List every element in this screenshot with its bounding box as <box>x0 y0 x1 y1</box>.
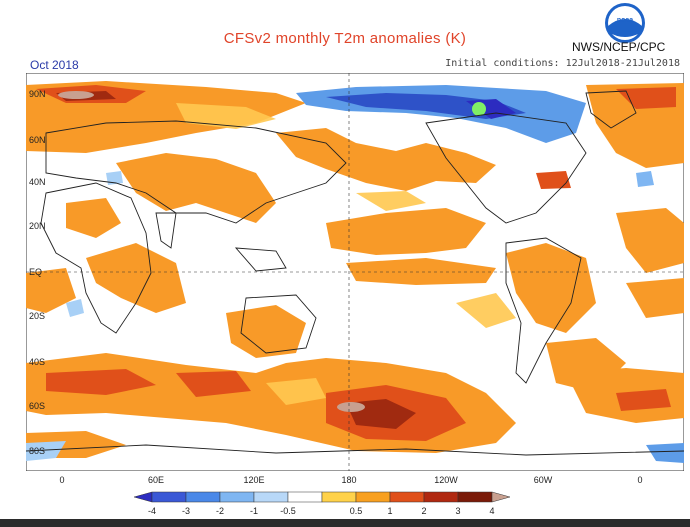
colorbar-label: 4 <box>489 506 494 516</box>
colorbar-arrow-left <box>133 491 153 503</box>
colorbar-cell <box>321 491 357 503</box>
colorbar-label: -1 <box>250 506 258 516</box>
lon-label: 60E <box>148 475 164 485</box>
lon-label: 120E <box>243 475 264 485</box>
lat-label: 80S <box>29 446 45 456</box>
colorbar-cell <box>151 491 187 503</box>
colorbar-cell <box>185 491 221 503</box>
map-title: CFSv2 monthly T2m anomalies (K) <box>223 30 467 47</box>
lat-label: EQ <box>29 267 42 277</box>
lon-label: 120W <box>434 475 458 485</box>
lat-label: 40S <box>29 357 45 367</box>
initial-conditions: Initial conditions: 12Jul2018-21Jul2018 <box>445 58 680 69</box>
colorbar-cell <box>219 491 255 503</box>
continent-outlines <box>26 90 684 456</box>
noaa-logo-icon: noaa <box>605 3 645 43</box>
lat-label: 20N <box>29 221 46 231</box>
colorbar-label: -0.5 <box>280 506 296 516</box>
svg-text:noaa: noaa <box>617 17 633 24</box>
lat-label: 60N <box>29 135 46 145</box>
light-warm-regions <box>176 103 516 405</box>
colorbar-label: 3 <box>455 506 460 516</box>
lat-label: 40N <box>29 177 46 187</box>
extreme-warm-spot <box>337 402 365 412</box>
colorbar-cell <box>287 491 323 503</box>
lat-label: 90N <box>29 89 46 99</box>
lon-label: 0 <box>637 475 642 485</box>
lon-label: 180 <box>341 475 356 485</box>
latitude-labels: 90N 60N 40N 20N EQ 20S 40S 60S 80S <box>29 89 46 456</box>
colorbar-label: -3 <box>182 506 190 516</box>
forecast-month: Oct 2018 <box>30 58 79 72</box>
green-dot-marker <box>472 102 486 116</box>
colorbar-cell <box>389 491 425 503</box>
colorbar-labels: -4 -3 -2 -1 -0.5 0.5 1 2 3 4 <box>148 506 495 516</box>
longitude-axis: 0 60E 120E 180 120W 60W 0 <box>59 475 642 485</box>
lon-label: 60W <box>534 475 553 485</box>
colorbar-label: 2 <box>421 506 426 516</box>
colorbar-arrow-right <box>491 491 511 503</box>
colorbar-label: 0.5 <box>350 506 363 516</box>
agency-label: NWS/NCEP/CPC <box>572 40 666 54</box>
colorbar: -4 -3 -2 -1 -0.5 0.5 1 2 3 4 <box>133 491 511 516</box>
lat-label: 20S <box>29 311 45 321</box>
colorbar-cell <box>423 491 459 503</box>
colorbar-cell <box>355 491 391 503</box>
map-gridlines <box>26 73 684 471</box>
colorbar-cells <box>133 491 511 503</box>
colorbar-cell <box>457 491 493 503</box>
colorbar-cell <box>253 491 289 503</box>
colorbar-label: -2 <box>216 506 224 516</box>
anomaly-map: 90N 60N 40N 20N EQ 20S 40S 60S 80S <box>26 73 684 471</box>
bottom-strip <box>0 519 690 527</box>
colorbar-label: 1 <box>387 506 392 516</box>
lon-label: 0 <box>59 475 64 485</box>
colorbar-label: -4 <box>148 506 156 516</box>
lat-label: 60S <box>29 401 45 411</box>
